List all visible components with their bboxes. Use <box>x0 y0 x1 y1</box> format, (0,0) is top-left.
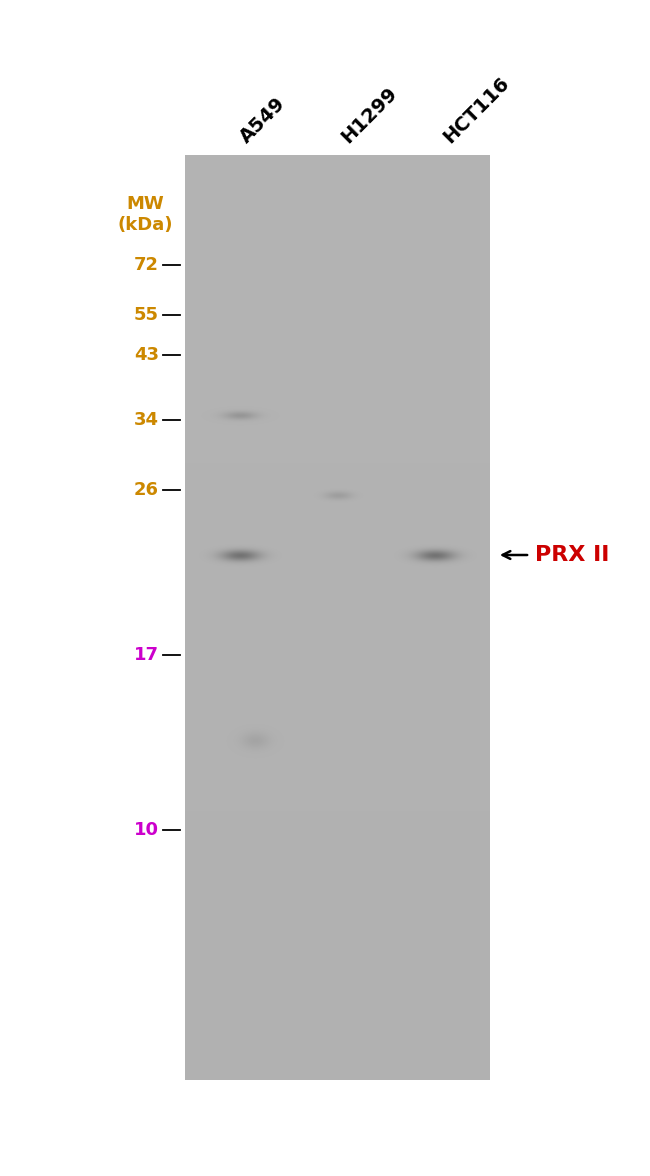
Text: HCT116: HCT116 <box>439 74 513 147</box>
Text: 17: 17 <box>134 646 159 664</box>
Text: 43: 43 <box>134 346 159 365</box>
Text: PRX II: PRX II <box>535 544 610 564</box>
Text: 26: 26 <box>134 481 159 499</box>
Text: MW
(kDa): MW (kDa) <box>117 195 173 234</box>
Text: 34: 34 <box>134 410 159 429</box>
Text: 10: 10 <box>134 821 159 838</box>
Text: H1299: H1299 <box>337 83 401 147</box>
Text: 55: 55 <box>134 306 159 325</box>
Text: 72: 72 <box>134 256 159 274</box>
Text: A549: A549 <box>236 94 289 147</box>
